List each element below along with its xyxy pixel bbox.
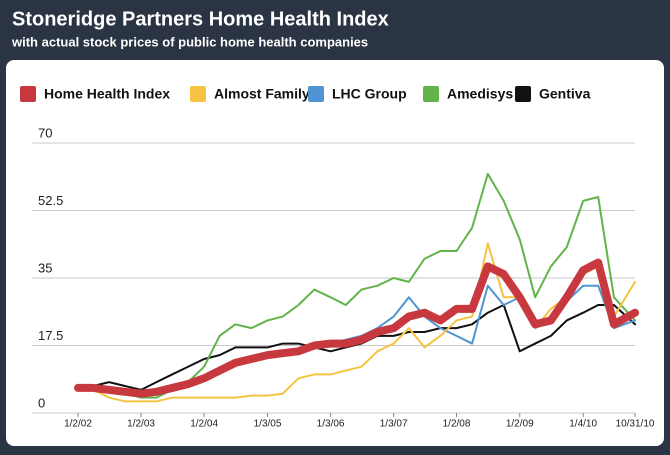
y-tick-label: 0 [38, 395, 45, 410]
legend-label: Home Health Index [44, 86, 170, 102]
x-tick-label: 1/3/05 [254, 419, 282, 430]
legend-swatch [308, 86, 324, 102]
legend-label: Gentiva [539, 86, 591, 102]
y-tick-label: 17.5 [38, 328, 63, 343]
chart-title: Stoneridge Partners Home Health Index [12, 8, 389, 30]
legend-label: Amedisys [447, 86, 513, 102]
panel [6, 60, 664, 446]
x-tick-label: 1/2/09 [506, 419, 534, 430]
x-tick-label: 1/2/08 [443, 419, 471, 430]
legend-label: Almost Family [214, 86, 310, 102]
legend-label: LHC Group [332, 86, 407, 102]
legend-swatch [423, 86, 439, 102]
chart-subtitle: with actual stock prices of public home … [11, 34, 368, 49]
y-tick-label: 70 [38, 125, 52, 140]
x-tick-label: 1/3/07 [380, 419, 408, 430]
x-tick-label: 10/31/10 [616, 419, 655, 430]
legend-swatch [515, 86, 531, 102]
series-line [74, 258, 639, 398]
x-tick-label: 1/2/02 [64, 419, 92, 430]
x-tick-label: 1/2/04 [190, 419, 218, 430]
x-tick-label: 1/2/03 [127, 419, 155, 430]
legend-swatch [190, 86, 206, 102]
legend-swatch [20, 86, 36, 102]
y-tick-label: 35 [38, 260, 52, 275]
x-tick-label: 1/3/06 [317, 419, 345, 430]
x-tick-label: 1/4/10 [569, 419, 597, 430]
y-tick-label: 52.5 [38, 193, 63, 208]
